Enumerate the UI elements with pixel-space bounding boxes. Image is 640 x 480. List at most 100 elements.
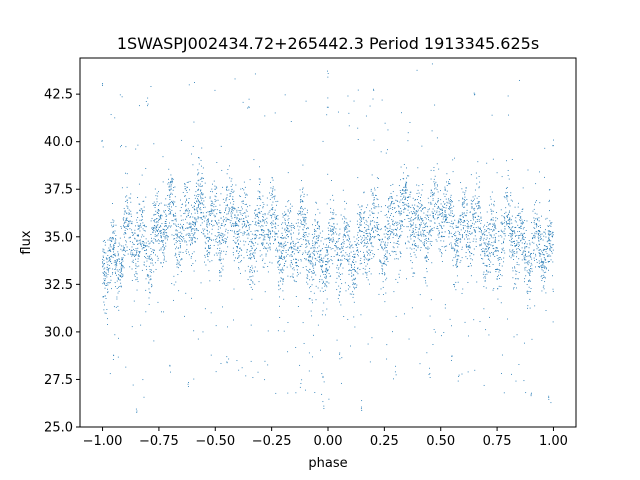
data-point: [225, 200, 226, 201]
data-point: [355, 244, 356, 245]
data-point: [315, 214, 316, 215]
data-point: [203, 216, 204, 217]
data-point: [381, 262, 382, 263]
data-point: [175, 282, 176, 283]
data-point: [450, 226, 451, 227]
data-point: [148, 241, 149, 242]
data-point: [460, 219, 461, 220]
data-point: [223, 236, 224, 237]
data-point: [316, 251, 317, 252]
data-point: [418, 232, 419, 233]
data-point: [374, 237, 375, 238]
data-point: [136, 273, 137, 274]
data-point: [536, 226, 537, 227]
data-point: [479, 207, 480, 208]
data-point: [111, 256, 112, 257]
data-point: [489, 252, 490, 253]
data-point: [315, 265, 316, 266]
data-point: [479, 205, 480, 206]
data-point: [105, 272, 106, 273]
data-point: [486, 230, 487, 231]
data-point: [482, 258, 483, 259]
data-point: [161, 262, 162, 263]
data-point: [110, 276, 111, 277]
data-point: [194, 226, 195, 227]
data-point: [179, 254, 180, 255]
data-point: [206, 212, 207, 213]
data-point: [136, 252, 137, 253]
data-point: [142, 241, 143, 242]
data-point: [543, 285, 544, 286]
data-point: [428, 241, 429, 242]
data-point: [202, 222, 203, 223]
data-point: [265, 248, 266, 249]
data-point: [401, 213, 402, 214]
data-point: [328, 230, 329, 231]
data-point: [226, 217, 227, 218]
data-point: [283, 299, 284, 300]
data-point: [392, 251, 393, 252]
data-point: [322, 265, 323, 266]
data-point: [443, 219, 444, 220]
data-point: [416, 232, 417, 233]
data-point: [151, 238, 152, 239]
data-point: [121, 228, 122, 229]
data-point: [442, 212, 443, 213]
data-point: [202, 198, 203, 199]
data-point: [119, 261, 120, 262]
data-point: [175, 225, 176, 226]
data-point: [286, 238, 287, 239]
data-point: [358, 255, 359, 256]
data-point: [163, 245, 164, 246]
data-point: [539, 252, 540, 253]
data-point: [293, 259, 294, 260]
data-point: [333, 223, 334, 224]
data-point: [159, 210, 160, 211]
data-point: [440, 209, 441, 210]
data-point: [472, 207, 473, 208]
data-point: [385, 247, 386, 248]
data-point: [163, 232, 164, 233]
data-point: [331, 256, 332, 257]
data-point: [148, 283, 149, 284]
data-point: [535, 255, 536, 256]
data-point: [171, 189, 172, 190]
data-point: [304, 225, 305, 226]
data-point: [290, 276, 291, 277]
data-point: [405, 191, 406, 192]
data-point: [227, 205, 228, 206]
data-point: [203, 167, 204, 168]
data-point: [416, 214, 417, 215]
data-point: [281, 224, 282, 225]
data-point: [311, 271, 312, 272]
data-point: [223, 251, 224, 252]
data-point: [541, 275, 542, 276]
data-point: [270, 210, 271, 211]
data-point: [548, 226, 549, 227]
data-point: [322, 248, 323, 249]
data-point: [222, 187, 223, 188]
data-point: [260, 221, 261, 222]
data-point: [540, 236, 541, 237]
data-point: [129, 213, 130, 214]
data-point: [171, 184, 172, 185]
data-point: [115, 261, 116, 262]
data-point: [115, 260, 116, 261]
data-point: [350, 241, 351, 242]
data-point: [292, 206, 293, 207]
data-point: [386, 214, 387, 215]
data-point: [511, 236, 512, 237]
data-point: [459, 200, 460, 201]
data-point: [394, 225, 395, 226]
data-point: [264, 237, 265, 238]
data-point: [329, 266, 330, 267]
data-point: [309, 279, 310, 280]
data-point: [180, 210, 181, 211]
data-point: [360, 242, 361, 243]
data-point: [321, 269, 322, 270]
data-point: [468, 235, 469, 236]
data-point: [287, 227, 288, 228]
data-point: [162, 223, 163, 224]
data-point: [161, 241, 162, 242]
data-point: [331, 259, 332, 260]
